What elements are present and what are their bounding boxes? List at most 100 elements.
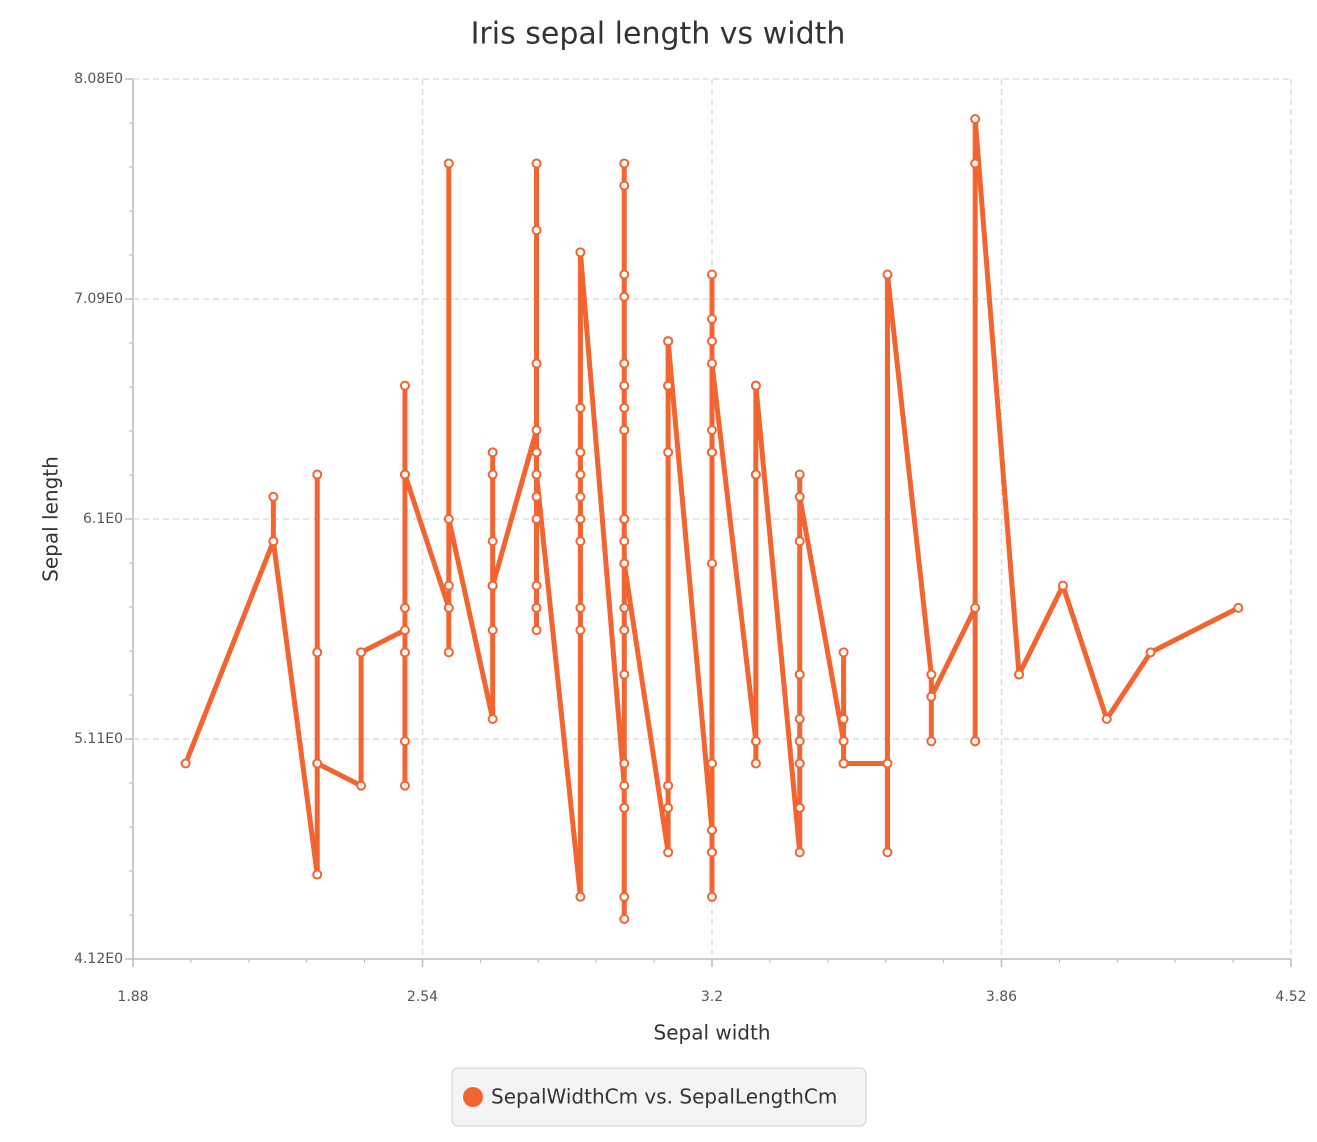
data-point [707, 425, 717, 436]
data-point [663, 802, 674, 813]
data-point [312, 869, 323, 880]
data-point [1233, 602, 1244, 613]
data-point [663, 780, 674, 791]
data-point [180, 758, 191, 769]
data-point [663, 336, 674, 347]
data-point [619, 536, 630, 547]
data-point [619, 514, 630, 524]
y-tick-label: 7.09E0 [74, 291, 123, 307]
x-tick-label: 2.54 [407, 989, 438, 1005]
data-point [575, 514, 586, 524]
data-point [1145, 647, 1156, 658]
data-point [443, 580, 454, 591]
data-point [443, 514, 454, 524]
data-point [531, 625, 542, 636]
data-point [970, 114, 981, 124]
data-point [619, 891, 630, 902]
data-point [1057, 580, 1068, 591]
data-point [531, 491, 542, 502]
data-point [531, 358, 542, 369]
data-point [794, 491, 805, 502]
data-point [882, 758, 893, 769]
x-tick-label: 4.52 [1275, 989, 1306, 1005]
y-tick-label: 4.12E0 [74, 951, 123, 967]
data-point [619, 558, 630, 569]
data-point [926, 669, 937, 680]
data-point [619, 625, 630, 636]
data-point [487, 580, 498, 591]
data-point [356, 780, 367, 791]
data-point [794, 536, 805, 547]
data-point [619, 269, 630, 280]
data-point [1014, 669, 1025, 680]
data-point [707, 447, 717, 458]
data-point [750, 758, 761, 769]
y-tick-label: 8.08E0 [74, 71, 123, 87]
data-point [312, 469, 323, 480]
data-point [619, 669, 630, 680]
data-point [399, 602, 410, 613]
data-point [882, 269, 893, 280]
data-point [268, 536, 279, 547]
legend-label: SepalWidthCm vs. SepalLengthCm [491, 1085, 837, 1109]
data-point [575, 602, 586, 613]
data-point [619, 158, 630, 169]
data-point [531, 602, 542, 613]
data-point [619, 802, 630, 813]
data-point [487, 625, 498, 636]
data-point [794, 758, 805, 769]
data-point [575, 447, 586, 458]
data-point [663, 447, 674, 458]
data-point [575, 625, 586, 636]
data-point [487, 447, 498, 458]
data-point [750, 736, 761, 747]
y-tick-label: 5.11E0 [74, 731, 123, 747]
chart-title: Iris sepal length vs width [471, 17, 846, 52]
data-point [838, 714, 849, 724]
data-point [707, 558, 717, 569]
data-point [926, 736, 937, 747]
data-point [399, 780, 410, 791]
data-point [619, 402, 630, 413]
data-point [838, 736, 849, 747]
data-point [1101, 714, 1112, 724]
data-point [838, 647, 849, 658]
data-point [663, 847, 674, 858]
data-point [575, 469, 586, 480]
legend-marker [463, 1087, 483, 1107]
data-point [312, 647, 323, 658]
data-point [619, 425, 630, 436]
data-point [794, 469, 805, 480]
data-point [707, 891, 717, 902]
data-point [794, 714, 805, 724]
data-point [575, 536, 586, 547]
data-point [399, 469, 410, 480]
x-axis-label: Sepal width [654, 1021, 771, 1045]
data-point [531, 469, 542, 480]
data-point [399, 736, 410, 747]
data-point [970, 158, 981, 169]
data-point [312, 758, 323, 769]
data-point [531, 225, 542, 236]
data-point [268, 491, 279, 502]
data-point [750, 380, 761, 391]
data-point [794, 802, 805, 813]
data-point [487, 536, 498, 547]
data-point [707, 314, 717, 324]
data-point [575, 247, 586, 258]
data-point [399, 380, 410, 391]
data-point [399, 647, 410, 658]
data-point [970, 736, 981, 747]
data-point [531, 514, 542, 524]
data-point [443, 158, 454, 169]
data-point [750, 469, 761, 480]
data-point [443, 602, 454, 613]
data-point [970, 602, 981, 613]
data-point [443, 647, 454, 658]
data-point [619, 602, 630, 613]
data-point [707, 358, 717, 369]
data-point [531, 580, 542, 591]
data-point [707, 847, 717, 858]
data-point [487, 714, 498, 724]
